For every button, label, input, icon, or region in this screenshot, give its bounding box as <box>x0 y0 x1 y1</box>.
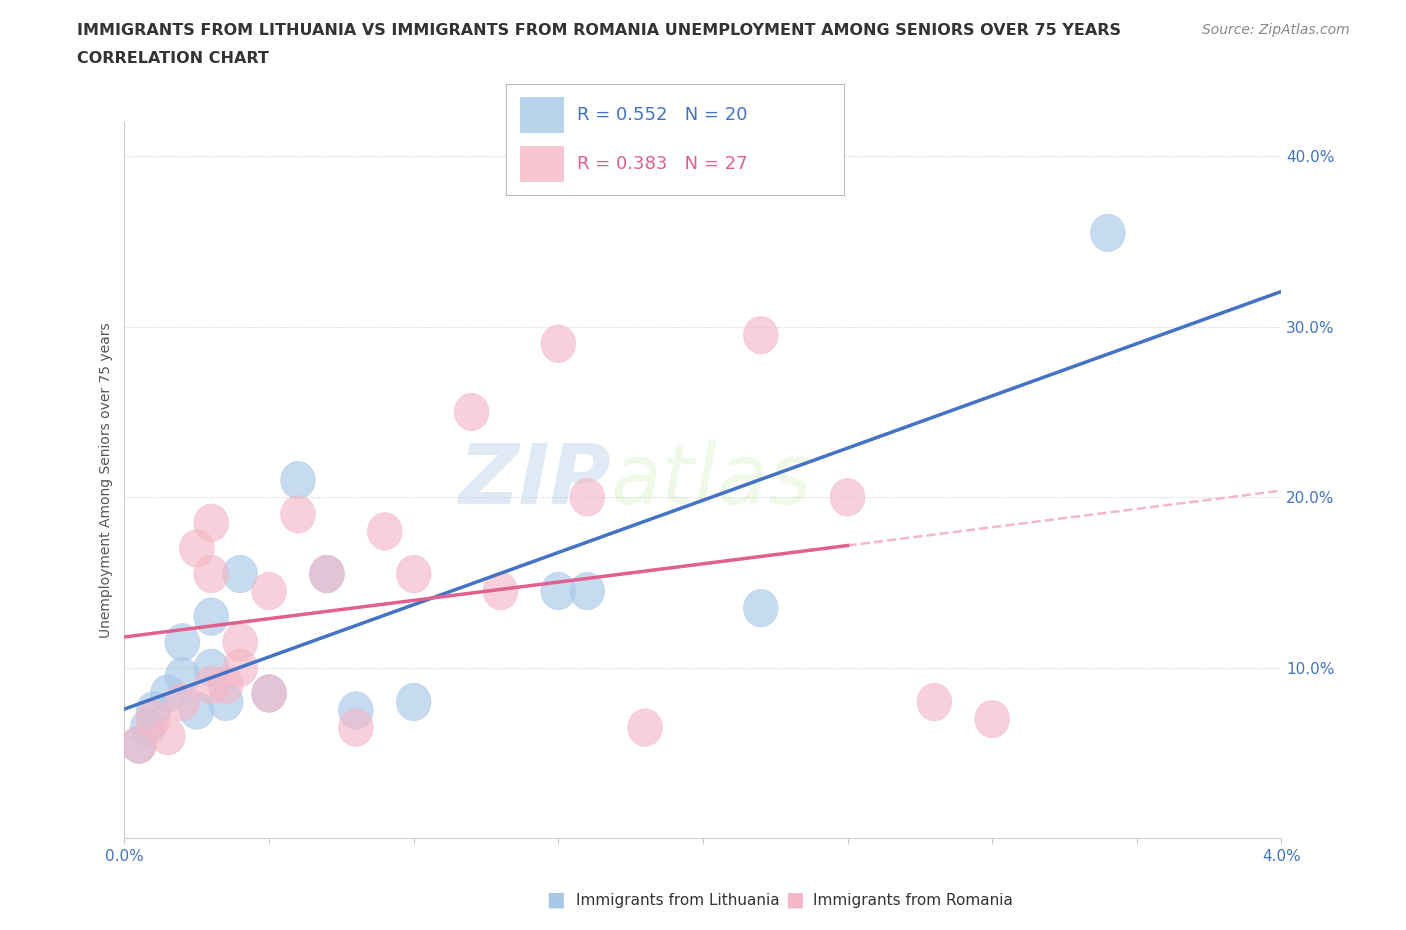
Ellipse shape <box>830 479 865 516</box>
Ellipse shape <box>309 555 344 592</box>
Ellipse shape <box>281 461 315 499</box>
Ellipse shape <box>917 684 952 721</box>
Ellipse shape <box>744 590 778 627</box>
Text: ▪: ▪ <box>785 885 804 915</box>
Ellipse shape <box>150 717 186 755</box>
Ellipse shape <box>252 674 287 712</box>
Ellipse shape <box>150 674 186 712</box>
Ellipse shape <box>744 316 778 354</box>
Text: R = 0.552   N = 20: R = 0.552 N = 20 <box>576 106 748 124</box>
Ellipse shape <box>136 700 170 737</box>
Ellipse shape <box>194 555 229 592</box>
Ellipse shape <box>180 530 214 567</box>
Ellipse shape <box>165 623 200 661</box>
Ellipse shape <box>121 725 156 764</box>
Ellipse shape <box>281 496 315 533</box>
Ellipse shape <box>541 572 575 610</box>
Text: atlas: atlas <box>610 440 813 521</box>
Ellipse shape <box>194 598 229 635</box>
Ellipse shape <box>222 623 257 661</box>
Ellipse shape <box>569 572 605 610</box>
Ellipse shape <box>974 700 1010 737</box>
Text: ▪: ▪ <box>546 885 565 915</box>
Ellipse shape <box>569 479 605 516</box>
Text: Immigrants from Lithuania: Immigrants from Lithuania <box>576 893 780 908</box>
Ellipse shape <box>484 572 517 610</box>
Ellipse shape <box>396 684 432 721</box>
Ellipse shape <box>252 674 287 712</box>
FancyBboxPatch shape <box>520 97 564 133</box>
Ellipse shape <box>396 555 432 592</box>
Text: R = 0.383   N = 27: R = 0.383 N = 27 <box>576 155 748 173</box>
Ellipse shape <box>194 649 229 686</box>
Ellipse shape <box>222 555 257 592</box>
Ellipse shape <box>627 709 662 746</box>
Ellipse shape <box>367 512 402 551</box>
Y-axis label: Unemployment Among Seniors over 75 years: Unemployment Among Seniors over 75 years <box>100 323 114 638</box>
Text: CORRELATION CHART: CORRELATION CHART <box>77 51 269 66</box>
Ellipse shape <box>541 325 575 363</box>
Ellipse shape <box>339 692 373 729</box>
FancyBboxPatch shape <box>520 146 564 182</box>
Ellipse shape <box>165 658 200 695</box>
Text: ZIP: ZIP <box>458 440 610 521</box>
Ellipse shape <box>194 666 229 704</box>
Ellipse shape <box>222 649 257 686</box>
Ellipse shape <box>131 709 165 746</box>
Ellipse shape <box>252 572 287 610</box>
Ellipse shape <box>180 692 214 729</box>
Text: Source: ZipAtlas.com: Source: ZipAtlas.com <box>1202 23 1350 37</box>
Ellipse shape <box>121 725 156 764</box>
Ellipse shape <box>208 684 243 721</box>
Text: IMMIGRANTS FROM LITHUANIA VS IMMIGRANTS FROM ROMANIA UNEMPLOYMENT AMONG SENIORS : IMMIGRANTS FROM LITHUANIA VS IMMIGRANTS … <box>77 23 1122 38</box>
Ellipse shape <box>208 666 243 704</box>
Text: Immigrants from Romania: Immigrants from Romania <box>813 893 1012 908</box>
Ellipse shape <box>454 393 489 431</box>
Ellipse shape <box>1091 214 1125 252</box>
Ellipse shape <box>165 684 200 721</box>
Ellipse shape <box>339 709 373 746</box>
Ellipse shape <box>194 504 229 541</box>
Ellipse shape <box>309 555 344 592</box>
Ellipse shape <box>136 692 170 729</box>
